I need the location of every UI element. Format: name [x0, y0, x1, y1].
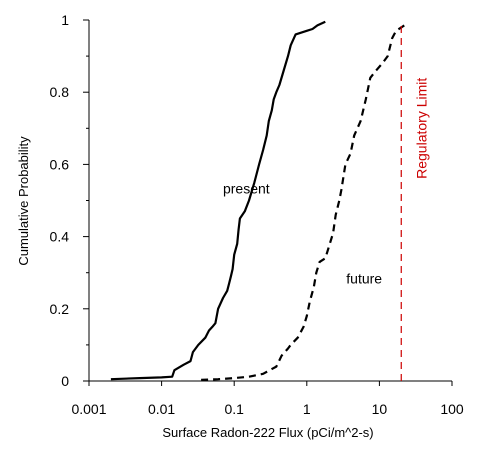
y-axis-title: Cumulative Probability — [16, 136, 31, 266]
x-tick-label: 1 — [303, 401, 311, 417]
regulatory-limit-label: Regulatory Limit — [413, 78, 429, 179]
series-layer — [110, 20, 405, 381]
y-tick-label: 0 — [61, 373, 69, 389]
present-series-line — [110, 20, 326, 381]
y-tick-label: 0.6 — [50, 156, 70, 172]
plot-frame — [88, 20, 452, 382]
x-tick-label: 0.001 — [71, 401, 106, 417]
x-tick-label: 10 — [372, 401, 388, 417]
x-axis-title: Surface Radon-222 Flux (pCi/m^2-s) — [162, 425, 373, 440]
y-tick-label: 0.4 — [50, 229, 70, 245]
reference-lines: Regulatory Limit — [400, 26, 429, 381]
ticks: 0.001 0.01 0.1 1 10 100 0 0.2 0.4 0.6 0.8 1 — [50, 12, 464, 417]
annotation-present: present — [223, 180, 270, 196]
x-tick-label: 0.01 — [148, 401, 175, 417]
future-series-line — [201, 24, 405, 381]
x-tick-label: 100 — [440, 401, 464, 417]
y-tick-label: 0.2 — [50, 301, 70, 317]
annotation-future: future — [346, 271, 382, 287]
y-tick-label: 1 — [61, 12, 69, 28]
annotations: present future — [223, 180, 382, 286]
x-tick-label: 0.1 — [224, 401, 244, 417]
y-tick-label: 0.8 — [50, 84, 70, 100]
